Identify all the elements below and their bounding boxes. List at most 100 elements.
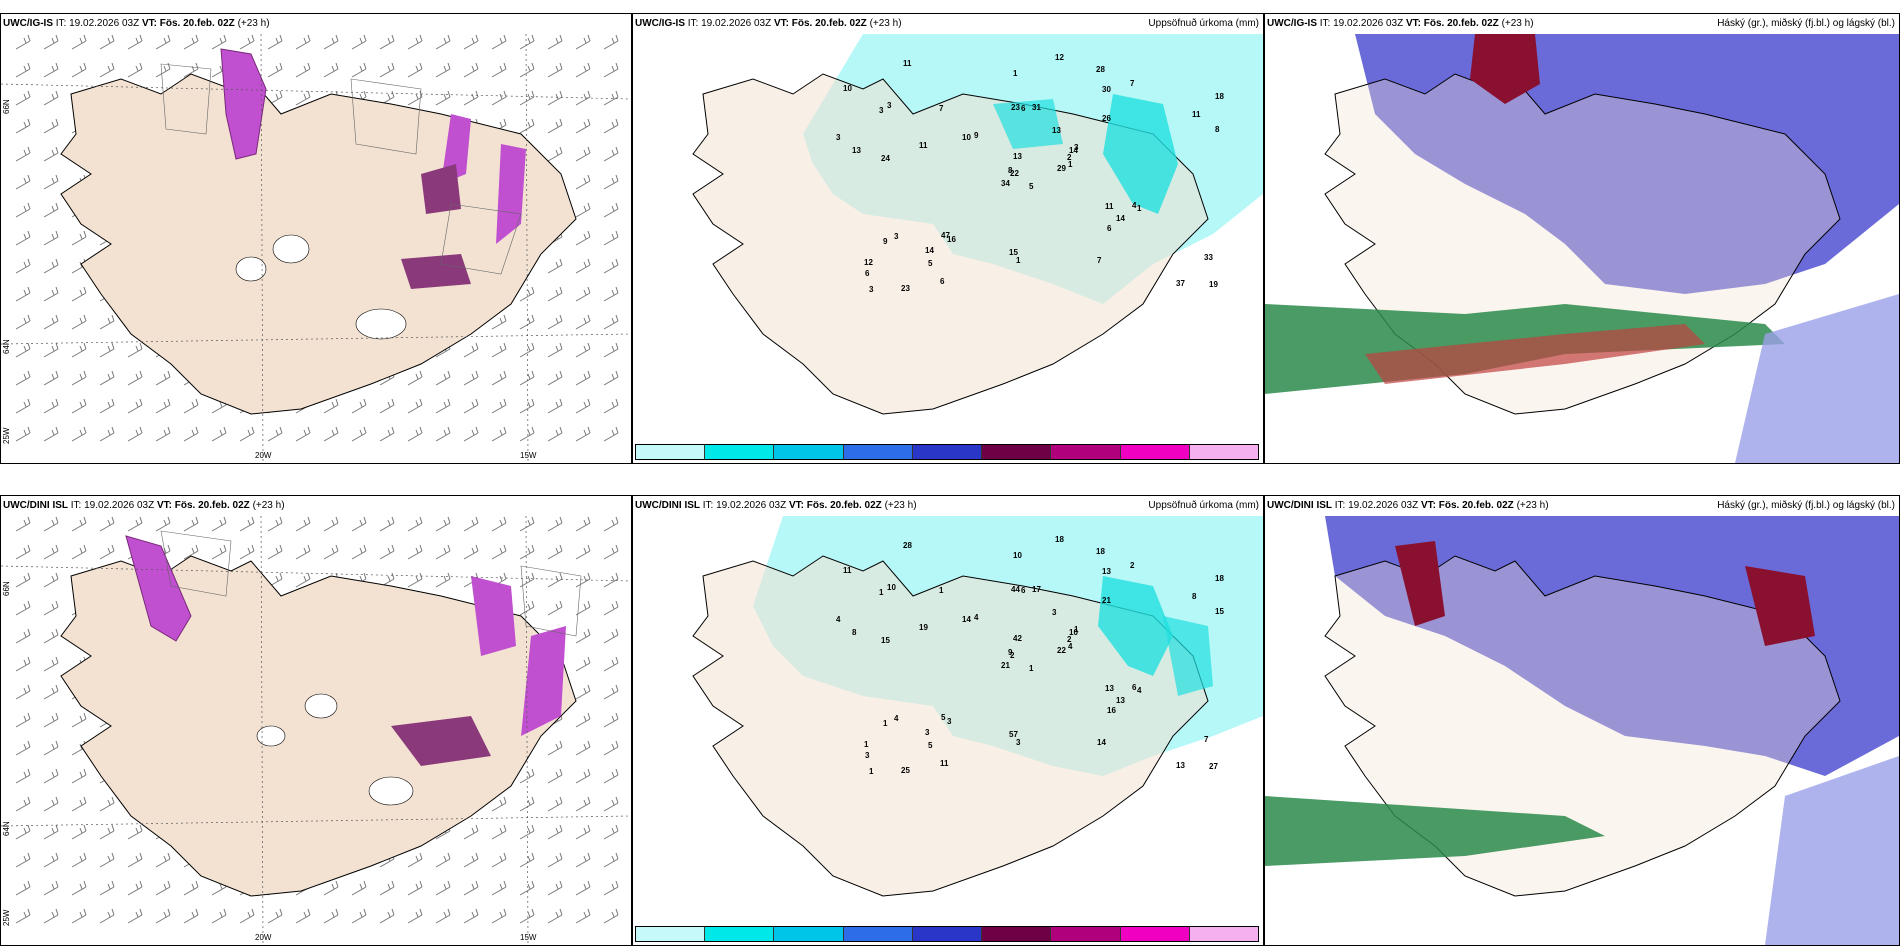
wind-barb	[519, 880, 535, 896]
colorbar-cell	[774, 445, 844, 459]
precip-value: 37	[1176, 279, 1185, 288]
wind-barb	[435, 90, 451, 106]
wind-barb	[155, 516, 171, 532]
wind-barb	[547, 258, 563, 274]
precip-value: 8	[1215, 125, 1220, 134]
precip-value: 14	[1097, 738, 1106, 747]
precip-value: 7	[939, 104, 944, 113]
wind-barb	[435, 62, 451, 78]
wind-barb	[379, 544, 395, 560]
wind-barb	[71, 768, 87, 784]
wind-barb	[547, 824, 563, 840]
colorbar-cell	[636, 445, 706, 459]
wind-barb	[15, 258, 31, 274]
lat-label-25w: 25W	[2, 909, 11, 926]
wind-barb	[43, 712, 59, 728]
wind-barb	[127, 62, 143, 78]
wind-barb	[575, 34, 591, 50]
wind-barb	[183, 880, 199, 896]
precip-area-mid	[1103, 94, 1178, 214]
wind-barb	[71, 62, 87, 78]
lat-label-66n: 66N	[2, 99, 11, 114]
colorbar-cell	[843, 445, 913, 459]
colorbar-tick: 75	[913, 462, 922, 463]
precip-value: 12	[864, 258, 873, 267]
wind-barb	[43, 118, 59, 134]
wind-barb	[547, 370, 563, 386]
wind-barb	[463, 852, 479, 868]
precip-value: 14	[925, 246, 934, 255]
precip-value: 6	[865, 269, 870, 278]
wind-barb	[43, 286, 59, 302]
colorbar-cell	[1189, 445, 1258, 459]
panel-title: UWC/IG-IS IT: 19.02.2026 03Z VT: Fös. 20…	[3, 18, 270, 29]
wind-barb	[575, 230, 591, 246]
precip-value: 15	[881, 636, 890, 645]
wind-barb	[575, 90, 591, 106]
panel-title: UWC/DINI ISL IT: 19.02.2026 03Z VT: Fös.…	[3, 500, 285, 511]
precip-value: 3	[1052, 608, 1057, 617]
wind-barb	[519, 342, 535, 358]
wind-barb	[603, 880, 619, 896]
precip-value: 8	[852, 628, 857, 637]
wind-barb	[603, 370, 619, 386]
panel-wind-dini: UWC/DINI ISL IT: 19.02.2026 03Z VT: Fös.…	[0, 495, 632, 946]
wind-barb	[547, 852, 563, 868]
wind-barb	[15, 656, 31, 672]
wind-barb	[575, 314, 591, 330]
iceland-land	[60, 73, 577, 415]
precip-value: 10	[1013, 551, 1022, 560]
wind-barb	[603, 62, 619, 78]
precip-value: 14	[962, 615, 971, 624]
precip-value: 22	[1010, 169, 1019, 178]
wind-barb	[575, 516, 591, 532]
wind-barb	[99, 516, 115, 532]
wind-barb	[351, 544, 367, 560]
wind-barb	[239, 516, 255, 532]
wind-barb	[15, 342, 31, 358]
wind-barb	[547, 426, 563, 442]
wind-barb	[575, 572, 591, 588]
wind-barb	[603, 34, 619, 50]
wind-barb	[407, 880, 423, 896]
wind-barb	[603, 852, 619, 868]
precip-value: 10	[843, 84, 852, 93]
wind-barb	[127, 342, 143, 358]
precip-value: 3	[887, 101, 892, 110]
colorbar: 1 10 25 50 75 100 150 200 400	[635, 926, 1259, 945]
wind-barb	[547, 342, 563, 358]
wind-barb	[71, 880, 87, 896]
wind-barb	[99, 34, 115, 50]
colorbar-cell	[1051, 927, 1121, 941]
wind-barb	[71, 314, 87, 330]
precip-value: 6	[1021, 586, 1026, 595]
wind-barb	[71, 286, 87, 302]
precip-value: 23	[901, 284, 910, 293]
wind-barb	[71, 34, 87, 50]
wind-barb	[15, 62, 31, 78]
wind-barb	[407, 34, 423, 50]
colorbar-cell	[982, 445, 1052, 459]
precip-value: 11	[1192, 110, 1201, 119]
white-gaps	[256, 693, 414, 806]
wind-barb	[603, 628, 619, 644]
wind-barb	[43, 370, 59, 386]
precip-value: 29	[1057, 164, 1066, 173]
precip-value: 4	[836, 615, 841, 624]
wind-barb	[519, 572, 535, 588]
cloud-red-area	[1470, 34, 1540, 104]
wind-barb	[43, 516, 59, 532]
wind-barb	[547, 314, 563, 330]
wind-barb	[43, 90, 59, 106]
colorbar-tick: 25	[775, 944, 784, 945]
wind-barb	[575, 656, 591, 672]
wind-barb	[267, 62, 283, 78]
precip-value: 13	[1176, 761, 1185, 770]
precip-value: 2	[1130, 561, 1135, 570]
wind-barb	[547, 146, 563, 162]
wind-barb	[183, 908, 199, 924]
iceland-land	[692, 73, 1209, 415]
colorbar-cell	[982, 927, 1052, 941]
wind-barb	[519, 34, 535, 50]
precip-value: 5	[941, 713, 946, 722]
